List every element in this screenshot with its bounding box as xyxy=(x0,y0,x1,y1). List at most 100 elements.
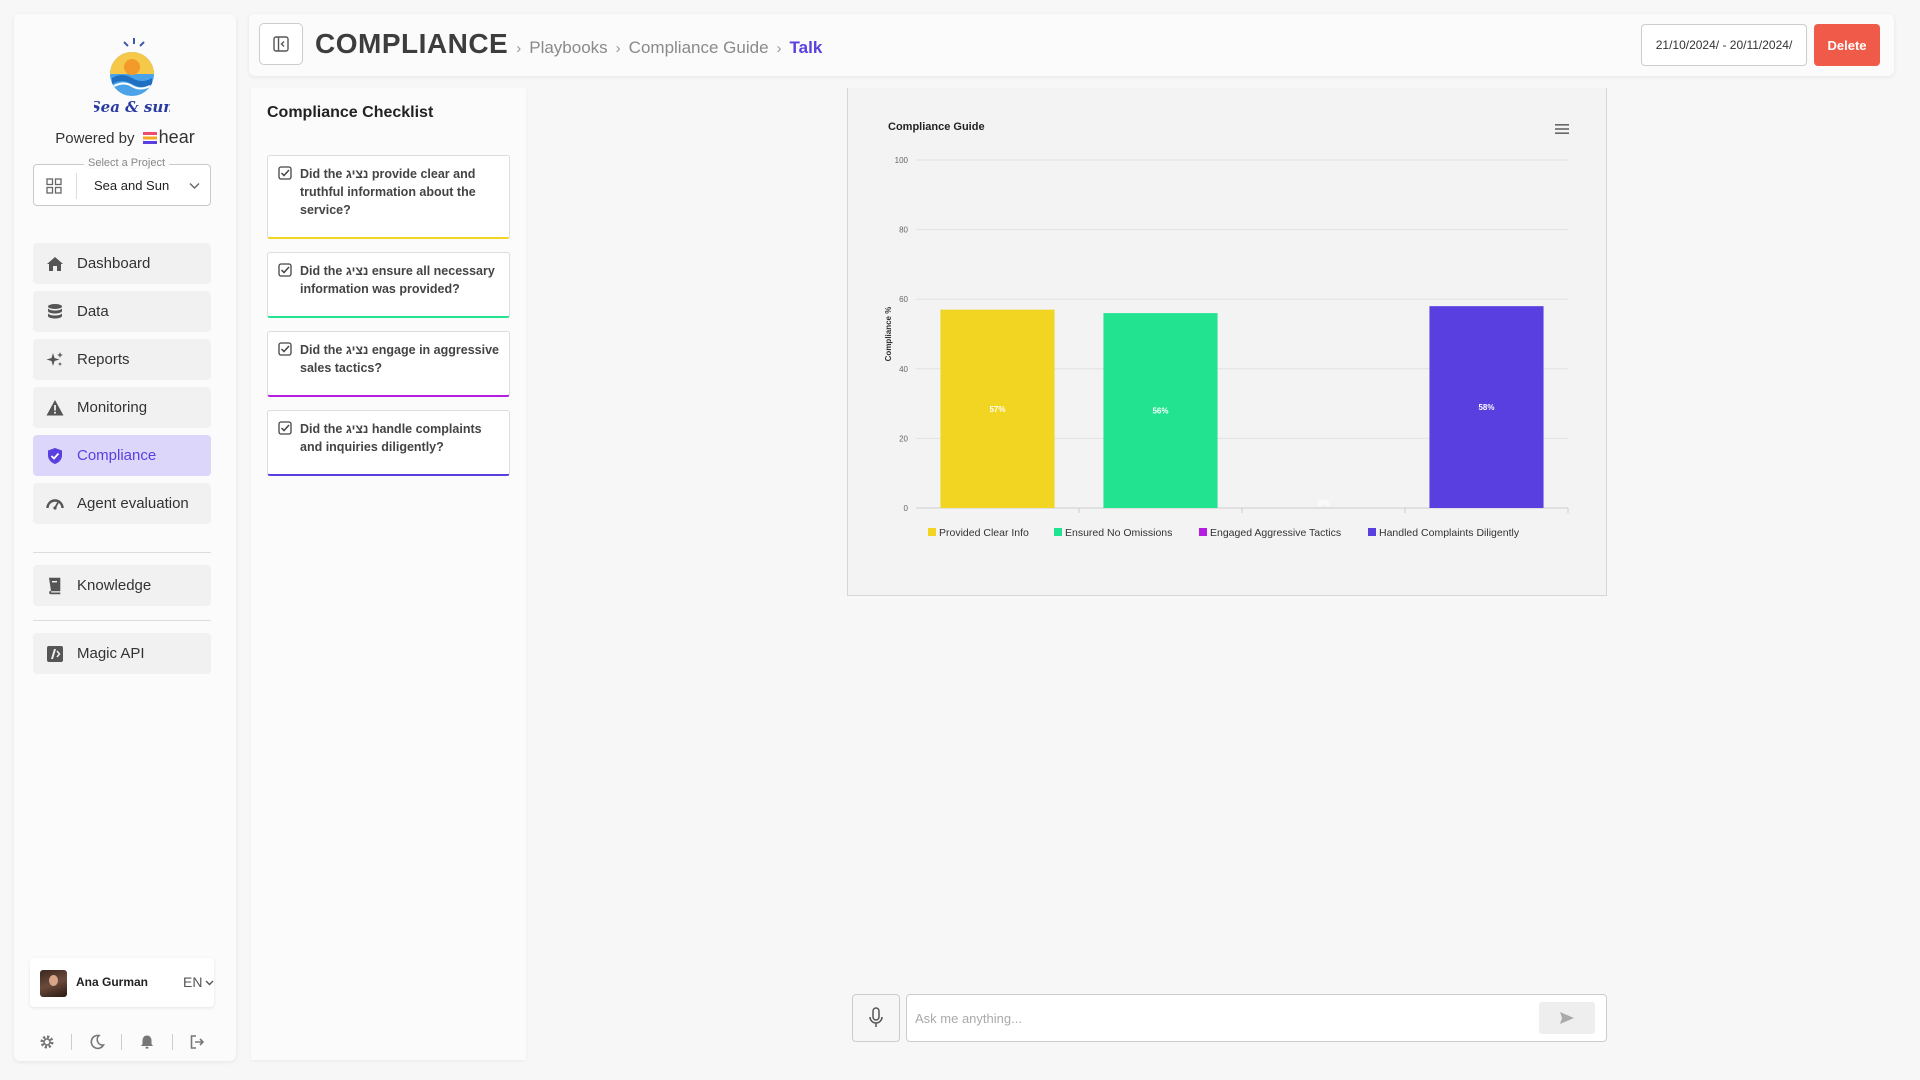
nav-item-reports[interactable]: Reports xyxy=(33,339,211,380)
powered-by: Powered by hear xyxy=(14,127,236,148)
bar-data-label: 0% xyxy=(1318,499,1330,508)
home-icon xyxy=(45,254,65,274)
user-name: Ana Gurman xyxy=(76,975,149,989)
sidebar-footer-icons xyxy=(30,1030,214,1054)
y-tick-label: 0 xyxy=(904,504,909,513)
y-axis-label: Compliance % xyxy=(884,307,893,362)
sidebar-collapse-icon xyxy=(273,36,289,52)
checkbox-checked-icon xyxy=(278,166,292,180)
hear-brand-word: hear xyxy=(158,127,195,147)
checklist-item-text: Did the נציג provide clear and truthful … xyxy=(300,167,476,217)
y-tick-label: 60 xyxy=(899,295,908,304)
nav-item-label: Knowledge xyxy=(77,577,152,594)
logout-icon[interactable] xyxy=(188,1033,206,1051)
date-range-picker[interactable]: 21/10/2024/ - 20/11/2024/ xyxy=(1641,24,1807,66)
legend-swatch xyxy=(1054,528,1062,536)
checklist-item[interactable]: Did the נציג provide clear and truthful … xyxy=(267,155,510,239)
nav-item-label: Agent evaluation xyxy=(77,495,189,512)
checkbox-checked-icon xyxy=(278,263,292,277)
bar-data-label: 58% xyxy=(1478,403,1494,412)
checkbox-checked-icon xyxy=(278,421,292,435)
bar-chart: 0 20 40 60 80 100 Compliance % 57% 56% 0% 58% Provi… xyxy=(884,156,1569,539)
microphone-icon xyxy=(869,1007,883,1027)
svg-text:Sea & sun: Sea & sun xyxy=(94,98,170,116)
nav-item-data[interactable]: Data xyxy=(33,291,211,332)
footer-divider xyxy=(121,1034,123,1050)
checklist-item[interactable]: Did the נציג engage in aggressive sales … xyxy=(267,331,510,397)
compliance-checklist-panel: Compliance Checklist Did the נציג provid… xyxy=(251,88,526,1060)
nav-item-label: Monitoring xyxy=(77,399,148,416)
breadcrumb-separator: › xyxy=(615,40,621,57)
breadcrumb-separator: › xyxy=(516,40,522,57)
nav-item-label: Magic API xyxy=(77,645,145,662)
delete-button[interactable]: Delete xyxy=(1814,24,1880,66)
user-card[interactable]: Ana Gurman EN xyxy=(30,958,214,1007)
nav-item-agent-evaluation[interactable]: Agent evaluation xyxy=(33,483,211,524)
checklist-item-text: Did the נציג engage in aggressive sales … xyxy=(300,343,499,375)
breadcrumb-playbooks[interactable]: Playbooks xyxy=(529,38,608,57)
y-tick-label: 40 xyxy=(899,365,908,374)
project-select-legend: Select a Project xyxy=(84,157,170,169)
database-icon xyxy=(45,302,65,322)
checklist-item[interactable]: Did the נציג handle complaints and inqui… xyxy=(267,410,510,476)
y-tick-label: 80 xyxy=(899,226,908,235)
nav-item-label: Dashboard xyxy=(77,255,151,272)
nav-divider xyxy=(33,552,211,553)
gauge-icon xyxy=(45,494,65,514)
ask-box xyxy=(906,994,1607,1042)
legend-swatch xyxy=(928,528,936,536)
header-bar: COMPLIANCE › Playbooks › Compliance Guid… xyxy=(249,14,1894,76)
gear-icon[interactable] xyxy=(38,1033,56,1051)
sea-and-sun-logo[interactable]: Sea & sun xyxy=(94,32,170,118)
breadcrumb-talk: Talk xyxy=(789,38,823,57)
project-select[interactable]: Select a Project Sea and Sun xyxy=(33,157,211,206)
breadcrumb-separator: › xyxy=(776,40,782,57)
legend-swatch xyxy=(1368,528,1376,536)
sparkles-icon xyxy=(45,350,65,370)
legend-label: Provided Clear Info xyxy=(939,527,1029,539)
checklist-item[interactable]: Did the נציג ensure all necessary inform… xyxy=(267,252,510,318)
bar xyxy=(1103,313,1218,508)
menu-icon[interactable] xyxy=(1555,123,1569,135)
nav-item-label: Compliance xyxy=(77,447,157,464)
moon-icon[interactable] xyxy=(88,1033,106,1051)
nav-item-magic-api[interactable]: Magic API xyxy=(33,633,211,674)
nav-item-label: Reports xyxy=(77,351,130,368)
breadcrumb: COMPLIANCE › Playbooks › Compliance Guid… xyxy=(315,28,822,60)
legend-label: Handled Complaints Diligently xyxy=(1379,527,1520,539)
y-tick-label: 20 xyxy=(899,434,908,443)
project-select-value: Sea and Sun xyxy=(94,178,170,193)
bar-data-label: 57% xyxy=(989,405,1005,414)
book-icon xyxy=(45,576,65,596)
footer-divider xyxy=(171,1034,173,1050)
ask-input[interactable] xyxy=(915,995,1515,1041)
grid-icon xyxy=(46,178,62,194)
chart-panel: Compliance Guide 0 20 40 60 80 100 Compliance … xyxy=(847,88,1607,596)
legend-label: Ensured No Omissions xyxy=(1065,527,1172,539)
avatar xyxy=(40,970,67,997)
nav-item-dashboard[interactable]: Dashboard xyxy=(33,243,211,284)
send-icon xyxy=(1560,1012,1574,1024)
chevron-down-icon xyxy=(189,183,200,189)
breadcrumb-compliance-guide[interactable]: Compliance Guide xyxy=(628,38,769,57)
bar xyxy=(1429,306,1544,508)
checkbox-checked-icon xyxy=(278,342,292,356)
checklist-item-text: Did the נציג handle complaints and inqui… xyxy=(300,422,482,454)
chevron-down-icon xyxy=(205,980,214,986)
bell-icon[interactable] xyxy=(138,1033,156,1051)
checklist-title: Compliance Checklist xyxy=(267,104,434,121)
project-select-divider xyxy=(76,173,77,199)
collapse-sidebar-button[interactable] xyxy=(259,23,303,65)
api-icon xyxy=(45,644,65,664)
nav-item-monitoring[interactable]: Monitoring xyxy=(33,387,211,428)
microphone-button[interactable] xyxy=(852,994,900,1042)
language-select[interactable]: EN xyxy=(183,974,203,990)
sidebar: Sea & sun Powered by hear Select a Proje… xyxy=(14,14,236,1061)
nav-item-knowledge[interactable]: Knowledge xyxy=(33,565,211,606)
send-button[interactable] xyxy=(1539,1002,1595,1034)
bar xyxy=(940,309,1055,508)
nav-item-compliance[interactable]: Compliance xyxy=(33,435,211,476)
nav-divider xyxy=(33,620,211,621)
footer-divider xyxy=(71,1034,73,1050)
chart-title: Compliance Guide xyxy=(888,121,985,133)
